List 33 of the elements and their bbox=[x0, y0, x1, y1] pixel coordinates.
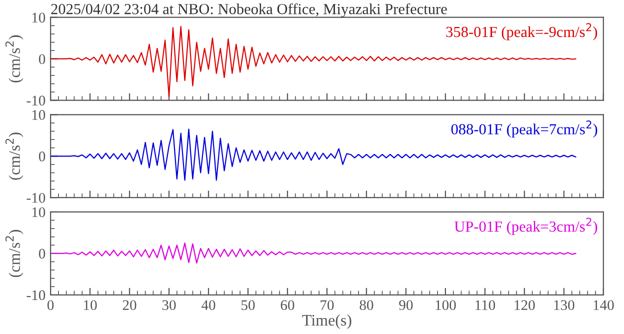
x-tick-label: 50 bbox=[242, 300, 255, 310]
y-tick-label: 10 bbox=[32, 12, 46, 23]
x-tick-label: 110 bbox=[476, 300, 496, 310]
x-tick-label: 140 bbox=[594, 300, 614, 310]
y-tick-label: 10 bbox=[32, 110, 46, 120]
series-label: 358-01F (peak=-9cm/s$^{2}$) bbox=[446, 23, 598, 40]
chart-title: 2025/04/02 23:04 at NBO: Nobeoka Office, Miyazaki Prefecture bbox=[51, 3, 447, 18]
x-tick-label: 20 bbox=[122, 300, 136, 310]
y-tick-label: 10 bbox=[32, 207, 46, 218]
x-tick-label: 30 bbox=[162, 300, 176, 310]
x-tick-label: 80 bbox=[360, 300, 374, 310]
x-tick-label: 70 bbox=[320, 300, 334, 310]
x-tick-label: 120 bbox=[514, 300, 535, 310]
x-tick-label: 100 bbox=[436, 300, 456, 310]
y-axis-title: (cm/s$^{2}$) bbox=[5, 132, 24, 180]
y-tick-label: -10 bbox=[26, 96, 46, 106]
series-label: 088-01F (peak=7cm/s$^{2}$) bbox=[451, 120, 598, 138]
y-tick-label: 0 bbox=[38, 54, 46, 64]
y-axis-title: (cm/s$^{2}$) bbox=[5, 230, 24, 278]
line-series bbox=[50, 242, 576, 264]
x-tick-label: 40 bbox=[202, 300, 216, 310]
y-tick-label: -10 bbox=[26, 192, 46, 203]
y-tick-label: -10 bbox=[26, 290, 46, 300]
x-tick-label: 90 bbox=[399, 300, 413, 310]
x-tick-label: 10 bbox=[84, 300, 97, 310]
x-tick-label: 130 bbox=[554, 300, 574, 310]
x-tick-label: 0 bbox=[47, 300, 54, 310]
y-axis-title: (cm/s$^{2}$) bbox=[5, 35, 24, 82]
x-tick-label: 60 bbox=[280, 300, 294, 310]
x-axis-title: Time(s) bbox=[302, 314, 352, 329]
y-tick-label: 0 bbox=[38, 248, 46, 259]
series-label: UP-01F (peak=3cm/s$^{2}$) bbox=[454, 218, 598, 235]
y-tick-label: 0 bbox=[38, 152, 46, 162]
